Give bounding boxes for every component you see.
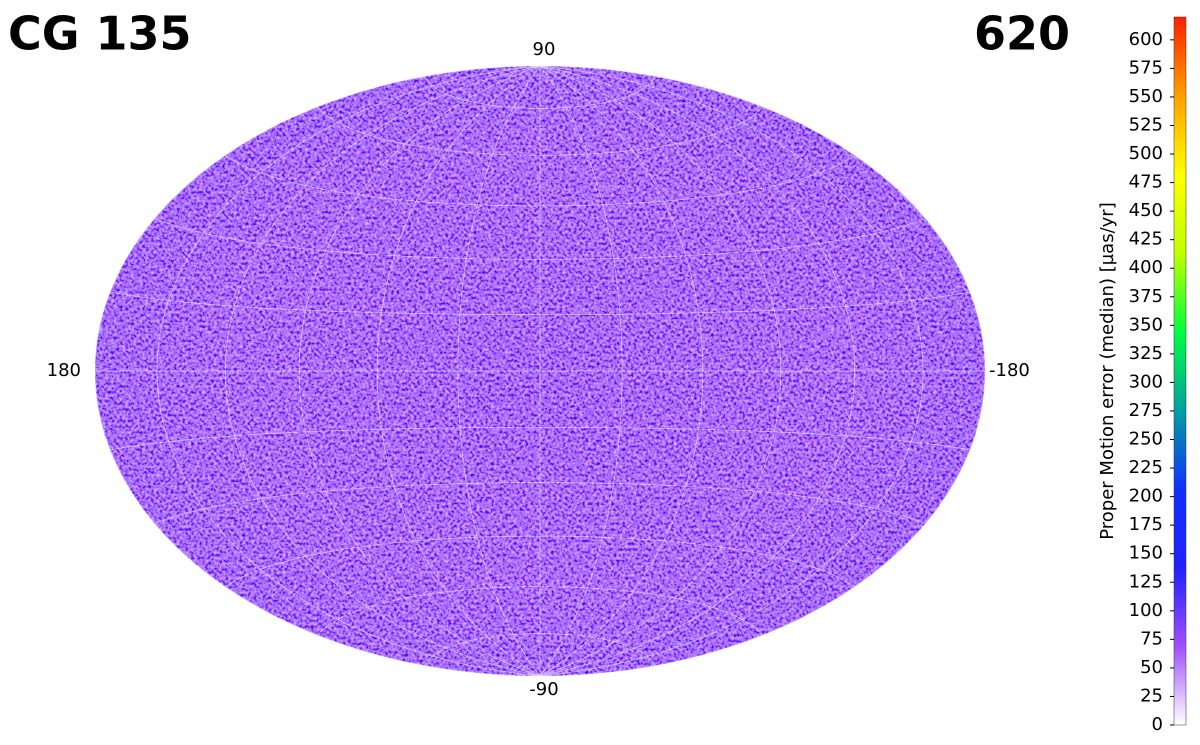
parallel xyxy=(154,218,926,260)
parallel xyxy=(317,586,763,636)
colorbar-tick-label: 175 xyxy=(1129,514,1163,535)
colorbar-tick-label: 100 xyxy=(1129,600,1163,621)
colorbar-tick-label: 375 xyxy=(1129,286,1163,307)
colorbar-tick-label: 550 xyxy=(1129,86,1163,107)
sky-map xyxy=(95,66,985,676)
parallel xyxy=(225,535,855,587)
parallel xyxy=(424,633,656,666)
colorbar-tick-label: 425 xyxy=(1129,229,1163,250)
parallel xyxy=(317,106,763,156)
parallel xyxy=(110,291,970,316)
colorbar-tick-label: 200 xyxy=(1129,486,1163,507)
colorbar xyxy=(1173,16,1187,726)
colorbar-tick-label: 125 xyxy=(1129,571,1163,592)
colorbar-tick-label: 50 xyxy=(1140,657,1163,678)
colorbar-tick-label: 300 xyxy=(1129,371,1163,392)
colorbar-tick-label: 225 xyxy=(1129,457,1163,478)
colorbar-tick-label: 400 xyxy=(1129,257,1163,278)
parallel xyxy=(225,155,855,207)
colorbar-tick-label: 75 xyxy=(1140,628,1163,649)
colorbar-tick-label: 150 xyxy=(1129,543,1163,564)
colorbar-tick-label: 325 xyxy=(1129,343,1163,364)
parallel xyxy=(424,76,656,109)
colorbar-tick-label: 275 xyxy=(1129,400,1163,421)
y-tick-label: 90 xyxy=(533,39,556,60)
colorbar-tick-label: 25 xyxy=(1140,685,1163,706)
colorbar-tick-label: 250 xyxy=(1129,429,1163,450)
colorbar-tick-label: 600 xyxy=(1129,29,1163,50)
colorbar-tick-label: 350 xyxy=(1129,314,1163,335)
colorbar-tick-label: 475 xyxy=(1129,172,1163,193)
chart-title: CG 135 xyxy=(8,7,192,61)
graticule xyxy=(95,66,985,676)
y-tick-label: -90 xyxy=(529,679,558,700)
colorbar-tick-label: 500 xyxy=(1129,143,1163,164)
x-tick-label: 180 xyxy=(47,360,81,381)
parallel xyxy=(110,426,970,451)
colorbar-tick-label: 525 xyxy=(1129,114,1163,135)
parallel xyxy=(154,482,926,524)
x-tick-label: -180 xyxy=(989,360,1030,381)
colorbar-tick-label: 575 xyxy=(1129,57,1163,78)
colorbar-tick-label: 450 xyxy=(1129,200,1163,221)
max-value-label: 620 xyxy=(974,7,1070,61)
colorbar-label: Proper Motion error (median) [µas/yr] xyxy=(1097,202,1118,539)
colorbar-tick-label: 0 xyxy=(1152,714,1163,735)
